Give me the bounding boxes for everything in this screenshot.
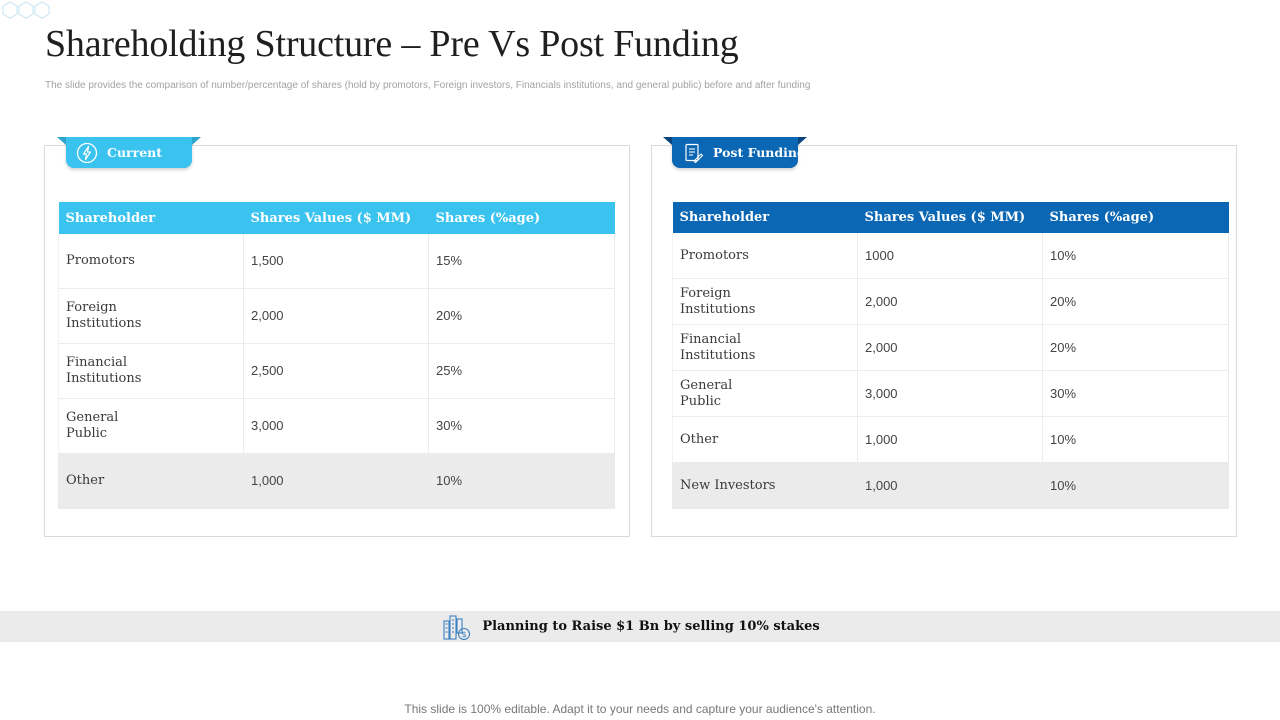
share-value-cell: 2,000	[243, 288, 429, 344]
shareholder-cell: Promotors	[58, 234, 244, 289]
table-row: Promotors 1,500 15%	[58, 234, 615, 289]
share-percent-cell: 30%	[428, 398, 615, 454]
shareholder-cell: Other	[58, 453, 244, 509]
table-row: Promotors 1000 10%	[672, 233, 1229, 279]
shareholder-cell: Foreign Institutions	[672, 278, 858, 325]
table-row: Other 1,000 10%	[672, 416, 1229, 463]
share-value-cell: 2,500	[243, 343, 429, 399]
share-value-cell: 1,500	[243, 234, 429, 289]
shareholder-name: New Investors	[680, 477, 776, 493]
share-value-cell: 1000	[857, 233, 1043, 279]
share-value-cell: 3,000	[857, 370, 1043, 417]
table-row: General Public 3,000 30%	[672, 370, 1229, 417]
table-row: Financial Institutions 2,000 20%	[672, 324, 1229, 371]
ribbon-fold	[663, 137, 672, 145]
shareholder-name: Foreign Institutions	[680, 285, 756, 317]
share-percent-cell: 20%	[1042, 324, 1229, 371]
share-percent-cell: 30%	[1042, 370, 1229, 417]
shareholder-cell: Financial Institutions	[672, 324, 858, 371]
shareholder-name: Financial Institutions	[680, 331, 756, 363]
share-percent-cell: 15%	[428, 234, 615, 289]
current-shareholding-table: Shareholder Shares Values ($ MM) Shares …	[58, 202, 615, 509]
shareholder-name: General Public	[680, 377, 733, 409]
ribbon-fold	[57, 137, 66, 145]
share-percent-cell: 20%	[428, 288, 615, 344]
column-header: Shareholder	[58, 202, 244, 234]
funding-banner: $ Planning to Raise $1 Bn by selling 10%…	[0, 611, 1280, 642]
table-header-row: Shareholder Shares Values ($ MM) Shares …	[58, 202, 615, 234]
shareholder-cell: Foreign Institutions	[58, 288, 244, 344]
shareholder-name: Foreign Institutions	[66, 300, 142, 331]
shareholder-name: Promotors	[680, 247, 749, 263]
post-funding-shareholding-table: Shareholder Shares Values ($ MM) Shares …	[672, 202, 1229, 509]
ribbon-label: Current	[107, 145, 163, 160]
shareholder-name: Promotors	[66, 253, 135, 268]
footer-note: This slide is 100% editable. Adapt it to…	[404, 702, 876, 716]
table-row: New Investors 1,000 10%	[672, 462, 1229, 509]
share-value-cell: 2,000	[857, 278, 1043, 325]
shareholder-cell: Other	[672, 416, 858, 463]
shareholder-name: General Public	[66, 410, 119, 441]
page-title: Shareholding Structure – Pre Vs Post Fun…	[45, 23, 739, 65]
share-percent-cell: 10%	[1042, 462, 1229, 509]
share-percent-cell: 10%	[428, 453, 615, 509]
table-row: Foreign Institutions 2,000 20%	[672, 278, 1229, 325]
table-row: Other 1,000 10%	[58, 453, 615, 509]
share-value-cell: 1,000	[243, 453, 429, 509]
document-checklist-icon	[685, 143, 704, 163]
share-value-cell: 1,000	[857, 462, 1043, 509]
table-row: General Public 3,000 30%	[58, 398, 615, 454]
ribbon-label: Post Funding	[713, 145, 806, 160]
shareholder-name: Financial Institutions	[66, 355, 142, 386]
share-percent-cell: 20%	[1042, 278, 1229, 325]
shareholder-name: Other	[680, 431, 719, 447]
lightning-bolt-icon	[76, 142, 98, 163]
hexagon-pattern-icon	[2, 1, 50, 19]
shareholder-cell: General Public	[672, 370, 858, 417]
current-ribbon: Current	[57, 137, 201, 168]
column-header: Shareholder	[672, 202, 858, 233]
post-funding-ribbon: Post Funding	[663, 137, 807, 168]
page-subtitle: The slide provides the comparison of num…	[45, 80, 811, 91]
finance-buildings-dollar-icon: $	[443, 614, 471, 640]
table-row: Foreign Institutions 2,000 20%	[58, 288, 615, 344]
share-value-cell: 3,000	[243, 398, 429, 454]
svg-text:$: $	[462, 630, 467, 639]
shareholder-cell: Financial Institutions	[58, 343, 244, 399]
column-header: Shares (%age)	[428, 202, 615, 234]
table-header-row: Shareholder Shares Values ($ MM) Shares …	[672, 202, 1229, 233]
shareholder-name: Other	[66, 473, 105, 488]
column-header: Shares Values ($ MM)	[243, 202, 429, 234]
column-header: Shares Values ($ MM)	[857, 202, 1043, 233]
banner-text: Planning to Raise $1 Bn by selling 10% s…	[482, 619, 820, 634]
shareholder-cell: Promotors	[672, 233, 858, 279]
share-percent-cell: 10%	[1042, 416, 1229, 463]
share-value-cell: 1,000	[857, 416, 1043, 463]
share-value-cell: 2,000	[857, 324, 1043, 371]
share-percent-cell: 25%	[428, 343, 615, 399]
ribbon-fold	[798, 137, 807, 145]
shareholder-cell: General Public	[58, 398, 244, 454]
ribbon-fold	[192, 137, 201, 145]
column-header: Shares (%age)	[1042, 202, 1229, 233]
shareholder-cell: New Investors	[672, 462, 858, 509]
table-row: Financial Institutions 2,500 25%	[58, 343, 615, 399]
share-percent-cell: 10%	[1042, 233, 1229, 279]
